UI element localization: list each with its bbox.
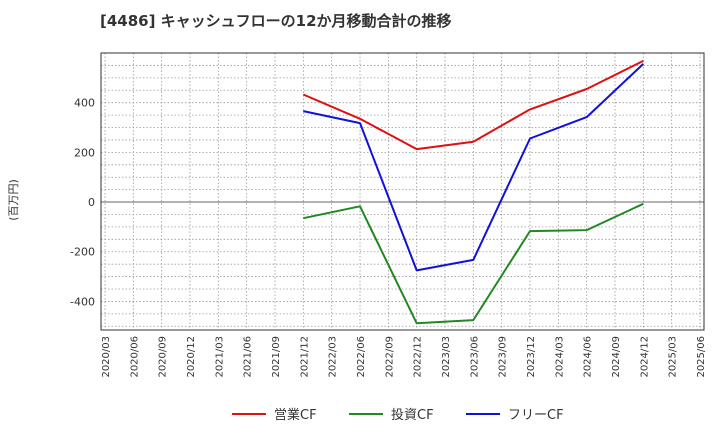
y-tick-label: 400 <box>74 97 95 110</box>
x-tick-label: 2023/03 <box>441 336 452 378</box>
series-layer <box>302 60 644 325</box>
x-tick-label: 2021/06 <box>243 336 254 378</box>
x-tick-label: 2025/06 <box>696 336 707 378</box>
chart-title: [4486] キャッシュフローの12か月移動合計の推移 <box>100 12 452 30</box>
legend: 営業CF 投資CF フリーCF <box>232 407 564 423</box>
x-tick-label: 2023/06 <box>469 336 480 378</box>
x-tick-label: 2021/03 <box>214 336 225 378</box>
y-tick-label: 0 <box>88 196 95 209</box>
x-tick-label: 2021/12 <box>299 336 310 378</box>
x-tick-label: 2024/12 <box>639 336 650 378</box>
series-line <box>303 202 644 325</box>
x-tick-label: 2022/09 <box>384 336 395 378</box>
x-tick-label: 2020/06 <box>129 336 140 378</box>
x-tick-label: 2024/06 <box>583 336 594 378</box>
x-tick-label: 2021/09 <box>271 336 282 378</box>
y-tick-label: 200 <box>74 146 95 159</box>
series-line <box>303 63 644 272</box>
legend-label: 投資CF <box>391 407 434 423</box>
x-tick-labels: 2020/03 2020/06 2020/09 2020/12 2021/03 2021/… <box>101 336 707 378</box>
x-tick-label: 2022/12 <box>413 336 424 378</box>
x-tick-label: 2020/09 <box>158 336 169 378</box>
y-tick-labels: -400 -200 0 200 400 <box>70 97 95 309</box>
legend-label: 営業CF <box>274 407 317 423</box>
y-axis-label: (百万円) <box>7 179 20 221</box>
x-tick-label: 2022/03 <box>328 336 339 378</box>
x-tick-label: 2022/06 <box>356 336 367 378</box>
y-tick-label: -200 <box>70 246 95 259</box>
grid-layer <box>101 52 704 330</box>
x-tick-label: 2023/09 <box>498 336 509 378</box>
series-line <box>302 60 644 151</box>
x-tick-label: 2020/12 <box>186 336 197 378</box>
y-tick-label: -400 <box>70 295 95 308</box>
x-tick-label: 2024/03 <box>554 336 565 378</box>
x-tick-label: 2023/12 <box>526 336 537 378</box>
x-tick-label: 2020/03 <box>101 336 112 378</box>
legend-label: フリーCF <box>508 408 564 423</box>
plot-area-frame <box>100 52 705 331</box>
x-tick-label: 2024/09 <box>611 336 622 378</box>
x-tick-label: 2025/03 <box>668 336 679 378</box>
